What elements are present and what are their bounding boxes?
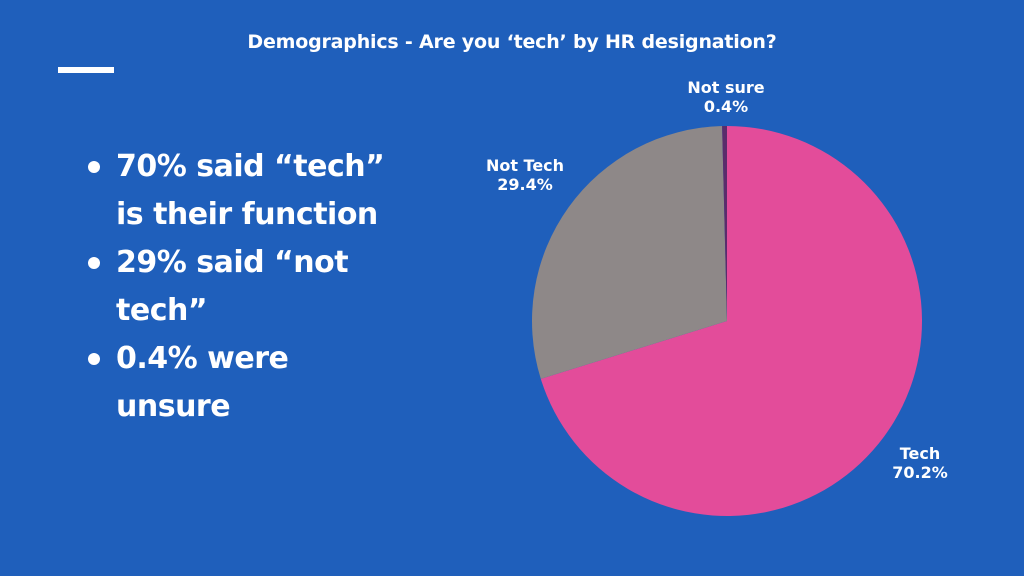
bullet-item: 29% said “not tech” bbox=[82, 239, 412, 335]
pie-slice-not-tech bbox=[531, 126, 727, 379]
slice-label-tech: Tech 70.2% bbox=[870, 444, 970, 482]
pie-slice-not-sure bbox=[722, 126, 727, 321]
bullet-text: 29% said “not tech” bbox=[116, 245, 349, 328]
slice-label-name: Tech bbox=[899, 444, 941, 463]
bullet-dot-icon bbox=[88, 161, 100, 173]
slice-label-not-tech: Not Tech 29.4% bbox=[470, 156, 580, 194]
bullet-dot-icon bbox=[88, 257, 100, 269]
bullet-item: 0.4% were unsure bbox=[82, 335, 412, 431]
bullet-text: 70% said “tech” is their function bbox=[116, 149, 385, 232]
slice-label-name: Not Tech bbox=[485, 156, 565, 175]
bullet-list: 70% said “tech” is their function 29% sa… bbox=[82, 143, 412, 431]
slice-label-not-sure: Not sure 0.4% bbox=[676, 78, 776, 116]
slice-label-value: 29.4% bbox=[497, 175, 553, 194]
slice-label-name: Not sure bbox=[687, 78, 765, 97]
bullet-text: 0.4% were unsure bbox=[116, 341, 289, 424]
slice-label-value: 70.2% bbox=[892, 463, 948, 482]
bullet-dot-icon bbox=[88, 353, 100, 365]
pie-slice-tech bbox=[540, 126, 922, 516]
slice-label-value: 0.4% bbox=[703, 97, 749, 116]
accent-bar bbox=[58, 67, 114, 73]
slide-title: Demographics - Are you ‘tech’ by HR desi… bbox=[247, 31, 777, 53]
bullet-item: 70% said “tech” is their function bbox=[82, 143, 412, 239]
